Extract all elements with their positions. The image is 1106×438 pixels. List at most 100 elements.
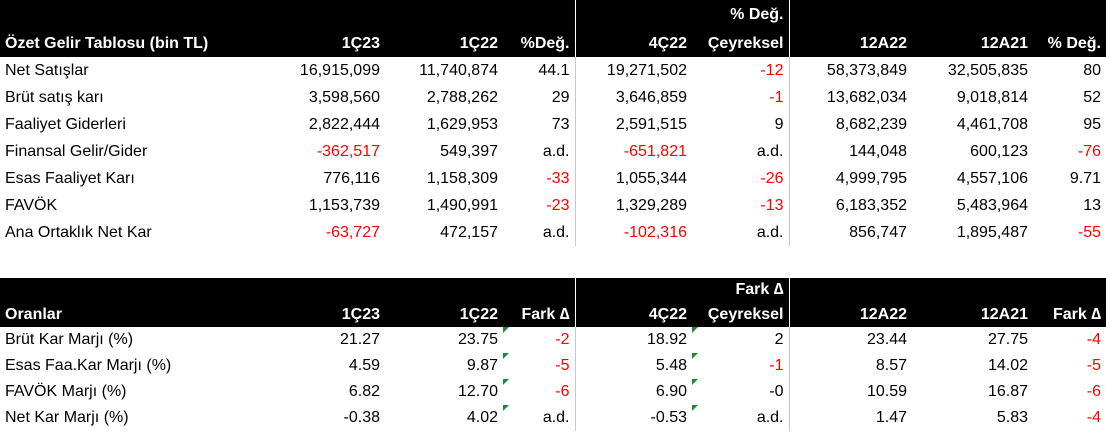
income-cell-a12-22: 13,682,034 — [788, 84, 912, 111]
income-cell-qoq: -26 — [760, 169, 784, 187]
ratios-cell-q1-23: 6.82 — [348, 383, 380, 400]
ratios-cell-a12-22: 23.44 — [788, 327, 912, 353]
income-cell-ann: 52 — [1083, 88, 1101, 106]
income-col-ann: % Değ. — [1033, 30, 1106, 57]
ratios-col-q4-22: 4Ç22 — [574, 302, 692, 327]
ratios-row: Net Kar Marjı (%) -0.38 4.02 a.d. -0.53 a.d. 1… — [0, 405, 1106, 431]
income-cell-a12-21: 32,505,835 — [947, 61, 1028, 79]
ratios-cell-q1-22: 4.02 — [466, 409, 498, 426]
ratios-table-title: Oranlar — [0, 302, 283, 327]
ratios-row: Esas Faa.Kar Marjı (%) 4.59 9.87 -5 5.48 -1 8.… — [0, 353, 1106, 379]
income-cell-q1-23: -362,517 — [316, 142, 380, 160]
income-cell-ann: 95 — [1083, 115, 1101, 133]
ratios-cell-q4-22: -0.53 — [574, 405, 692, 431]
ratios-col-12a22: 12A22 — [788, 302, 912, 327]
income-col-12a22: 12A22 — [788, 30, 912, 57]
ratios-cell-q4-22: 18.92 — [574, 327, 692, 353]
income-cell-a12-21: 4,461,708 — [956, 115, 1028, 133]
ratios-table: Fark ∆ Oranlar 1Ç23 1Ç22 Fark ∆ 4Ç22 Çey… — [0, 278, 1106, 431]
income-cell-q1-22: 1,629,953 — [426, 115, 498, 133]
ratios-cell-q1-22: 23.75 — [457, 331, 498, 348]
income-header-row-top: % Değ. — [0, 0, 1106, 30]
income-cell-q1-22: 2,788,262 — [426, 88, 498, 106]
income-cell-q1-23: 1,153,739 — [308, 196, 380, 214]
ratios-cell-label: Esas Faa.Kar Marjı (%) — [5, 357, 172, 374]
ratios-cell-a12-21: 14.02 — [987, 357, 1028, 374]
income-cell-yoy: a.d. — [542, 223, 570, 241]
income-cell-label: FAVÖK — [5, 196, 58, 214]
ratios-cell-yoy: -2 — [503, 327, 575, 353]
ratios-cell-qoq: 2 — [692, 327, 789, 353]
income-cell-q1-22: 11,740,874 — [419, 61, 498, 79]
income-cell-a12-22: 6,183,352 — [788, 192, 912, 219]
income-cell-q4-22: 2,591,515 — [574, 111, 692, 138]
income-row: Ana Ortaklık Net Kar -63,727 472,157 a.d. -1… — [0, 219, 1106, 246]
income-cell-q4-22: 19,271,502 — [574, 57, 692, 84]
ratios-cell-label: Net Kar Marjı (%) — [5, 409, 129, 426]
income-cell-q4-22: 1,329,289 — [574, 192, 692, 219]
income-col-qoq-top: % Değ. — [692, 0, 789, 30]
income-cell-q1-22: 472,157 — [440, 223, 498, 241]
income-cell-q4-22: -651,821 — [574, 138, 692, 165]
income-cell-label: Faaliyet Giderleri — [5, 115, 126, 133]
ratios-row: Brüt Kar Marjı (%) 21.27 23.75 -2 18.92 2 23.4… — [0, 327, 1106, 353]
ratios-cell-q1-23: 21.27 — [339, 331, 380, 348]
ratios-cell-qoq: -1 — [692, 353, 789, 379]
income-cell-q1-22: 549,397 — [440, 142, 498, 160]
ratios-cell-q4-22: 6.90 — [574, 379, 692, 405]
income-cell-q1-22: 1,490,991 — [426, 196, 498, 214]
income-table-title: Özet Gelir Tablosu (bin TL) — [0, 30, 283, 57]
income-cell-a12-21: 1,895,487 — [956, 223, 1028, 241]
income-col-yoy: %Değ. — [503, 30, 575, 57]
income-statement-table: % Değ. Özet Gelir Tablosu (bin TL) 1Ç23 … — [0, 0, 1106, 246]
income-cell-label: Ana Ortaklık Net Kar — [5, 223, 152, 241]
ratios-row: FAVÖK Marjı (%) 6.82 12.70 -6 6.90 -0 10.59 16.… — [0, 379, 1106, 405]
income-cell-q1-22: 1,158,309 — [426, 169, 498, 187]
income-cell-yoy: -23 — [546, 196, 570, 214]
income-cell-a12-21: 5,483,964 — [956, 196, 1028, 214]
ratios-col-12a21: 12A21 — [912, 302, 1033, 327]
income-cell-q4-22: 1,055,344 — [574, 165, 692, 192]
income-col-q1-22: 1Ç22 — [385, 30, 503, 57]
income-cell-a12-21: 9,018,814 — [956, 88, 1028, 106]
income-cell-a12-22: 58,373,849 — [788, 57, 912, 84]
income-cell-a12-21: 600,123 — [970, 142, 1028, 160]
income-cell-q1-23: 16,915,099 — [299, 61, 380, 79]
income-row: Finansal Gelir/Gider -362,517 549,397 a.d. -… — [0, 138, 1106, 165]
income-cell-ann: 80 — [1083, 61, 1101, 79]
income-row: Net Satışlar 16,915,099 11,740,874 44.1 19,2… — [0, 57, 1106, 84]
ratios-cell-a12-21: 5.83 — [996, 409, 1028, 426]
income-cell-a12-22: 144,048 — [788, 138, 912, 165]
ratios-col-qoq-top: Fark ∆ — [692, 278, 789, 302]
ratios-cell-a12-22: 10.59 — [788, 379, 912, 405]
income-col-q1-23: 1Ç23 — [283, 30, 385, 57]
income-cell-q1-23: 3,598,560 — [308, 88, 380, 106]
ratios-cell-q4-22: 5.48 — [574, 353, 692, 379]
ratios-col-q1-22: 1Ç22 — [385, 302, 503, 327]
ratios-col-q1-23: 1Ç23 — [283, 302, 385, 327]
ratios-cell-ann: -4 — [1086, 331, 1101, 348]
ratios-cell-a12-22: 8.57 — [788, 353, 912, 379]
income-cell-q4-22: 3,646,859 — [574, 84, 692, 111]
income-cell-ann: -55 — [1077, 223, 1101, 241]
income-cell-yoy: a.d. — [542, 142, 570, 160]
income-cell-qoq: -1 — [769, 88, 784, 106]
income-row: Faaliyet Giderleri 2,822,444 1,629,953 73 2,… — [0, 111, 1106, 138]
income-cell-q1-23: 2,822,444 — [308, 115, 380, 133]
income-cell-qoq: -12 — [760, 61, 784, 79]
ratios-cell-qoq: -0 — [692, 379, 789, 405]
ratios-cell-q1-23: 4.59 — [348, 357, 380, 374]
income-cell-label: Finansal Gelir/Gider — [5, 142, 148, 160]
income-cell-label: Brüt satış karı — [5, 88, 104, 106]
ratios-cell-yoy: -6 — [503, 379, 575, 405]
income-row: Brüt satış karı 3,598,560 2,788,262 29 3,646… — [0, 84, 1106, 111]
income-cell-label: Esas Faaliyet Karı — [5, 169, 135, 187]
ratios-cell-yoy: a.d. — [503, 405, 575, 431]
ratios-cell-ann: -6 — [1086, 383, 1101, 400]
income-cell-a12-22: 4,999,795 — [788, 165, 912, 192]
ratios-cell-q1-23: -0.38 — [343, 409, 380, 426]
income-cell-yoy: 73 — [551, 115, 570, 133]
income-cell-qoq: a.d. — [756, 223, 784, 241]
ratios-col-qoq-bottom: Çeyreksel — [692, 302, 789, 327]
income-cell-label: Net Satışlar — [5, 61, 89, 79]
